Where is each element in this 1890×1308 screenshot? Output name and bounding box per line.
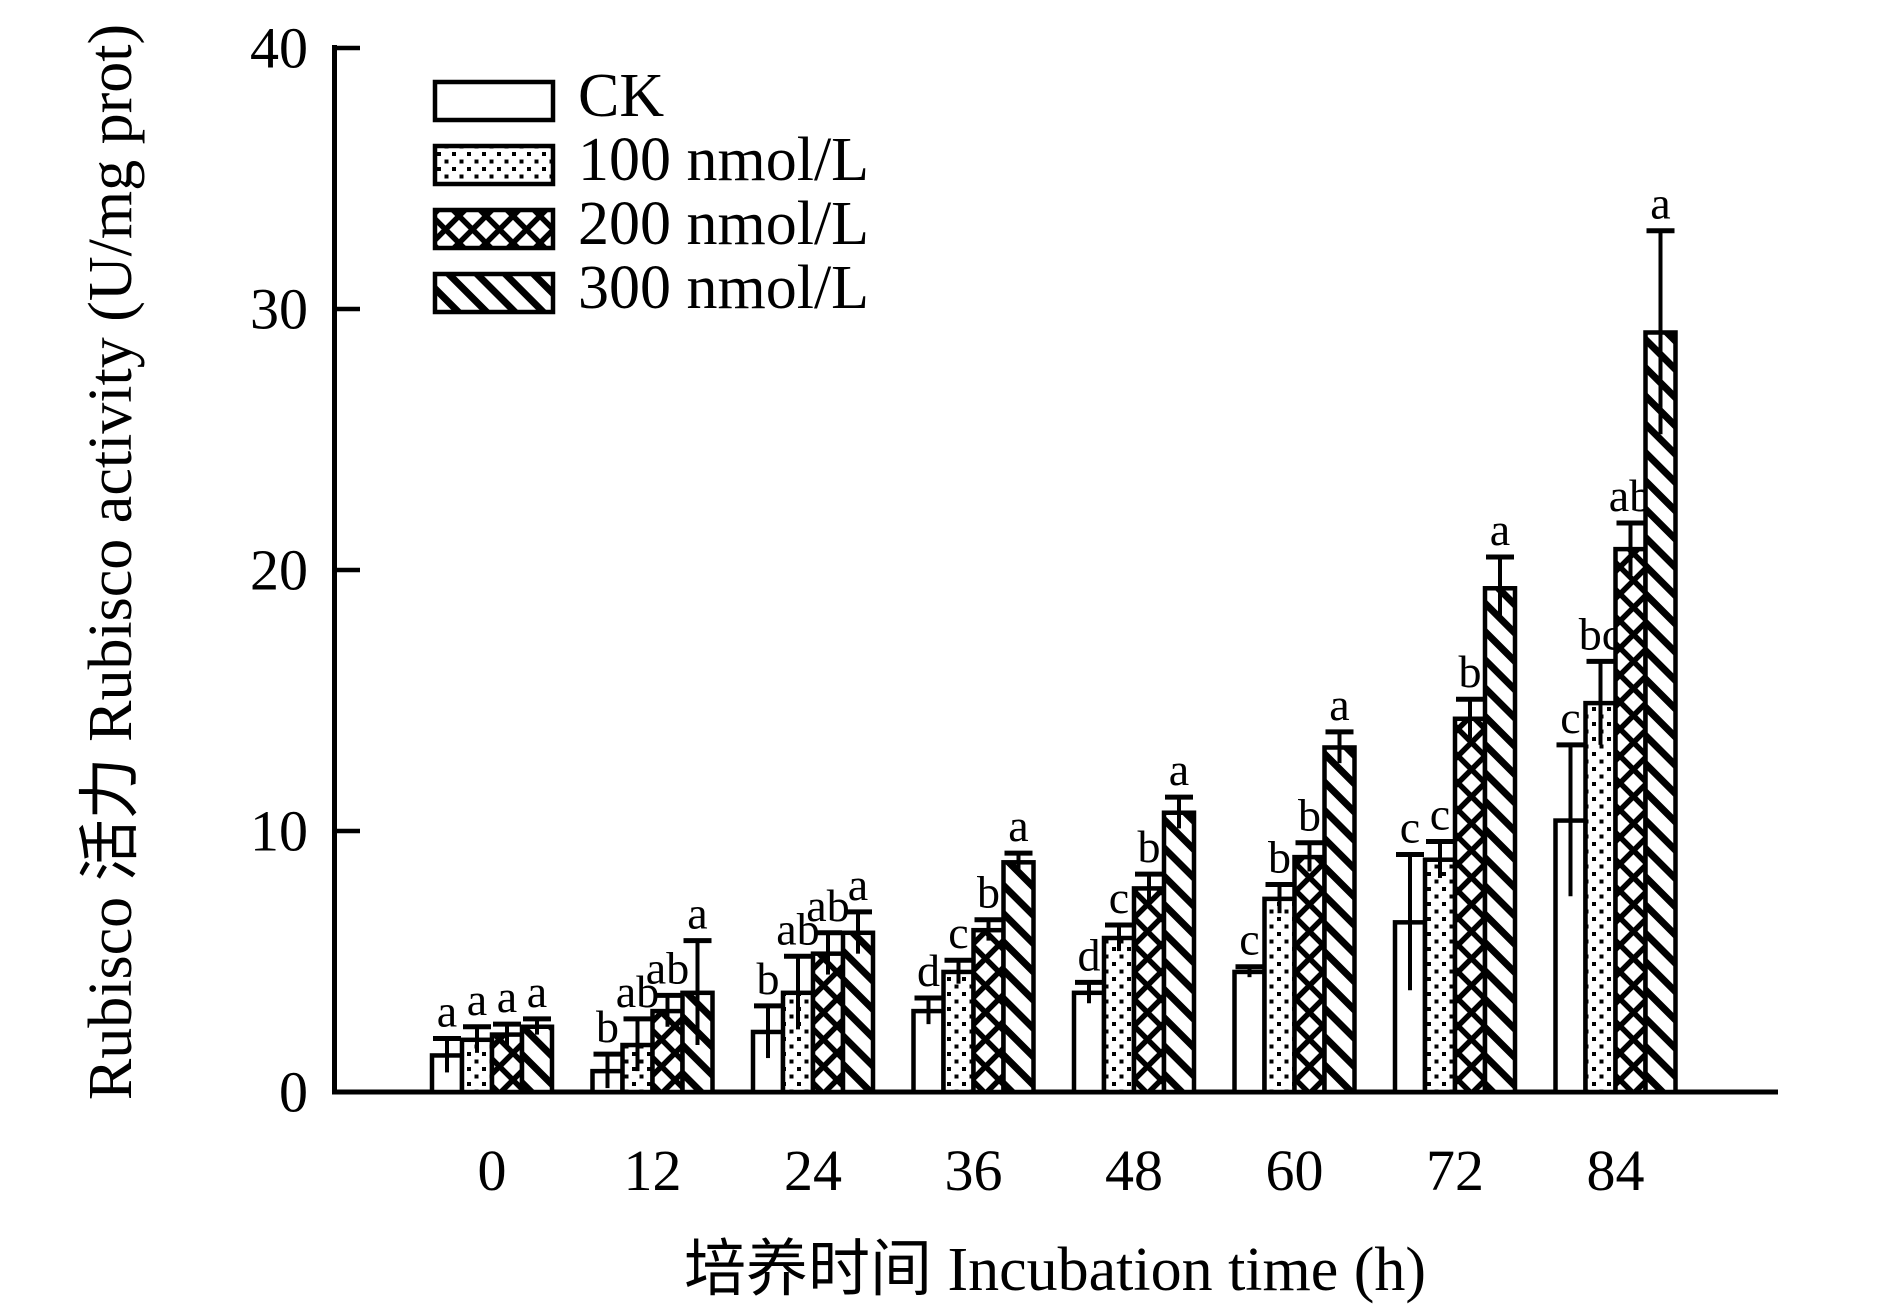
sig-letter: b (596, 1001, 619, 1052)
bar-200-nmol-l-t36 (971, 927, 1006, 1095)
y-tick-label: 0 (279, 1060, 308, 1125)
sig-letter: a (1169, 744, 1189, 795)
sig-letter: a (437, 985, 457, 1036)
legend-swatch-dots (432, 143, 556, 187)
x-tick-label: 72 (1426, 1138, 1484, 1203)
legend-swatch-diagonal-up (432, 271, 556, 315)
sig-letter: c (1109, 872, 1129, 923)
sig-letter: ab (776, 903, 819, 954)
sig-letter: c (1430, 788, 1450, 839)
bar-100-nmol-l-t36 (941, 969, 976, 1095)
bar-200-nmol-l-t72 (1452, 716, 1488, 1095)
x-tick-label: 48 (1105, 1138, 1163, 1203)
sig-letter: d (917, 945, 940, 996)
x-tick-label: 36 (945, 1138, 1003, 1203)
legend-label: 300 nmol/L (578, 254, 869, 322)
x-tick-label: 24 (784, 1138, 842, 1203)
bar-300-nmol-l-t0 (519, 1024, 555, 1095)
sig-letter: c (948, 907, 968, 958)
y-tick-label: 40 (250, 16, 308, 81)
sig-letter: d (1078, 929, 1101, 980)
y-tick-label: 10 (250, 799, 308, 864)
bar-200-nmol-l-t48 (1131, 886, 1167, 1095)
sig-letter: b (1138, 821, 1161, 872)
bar-300-nmol-l-t36 (1001, 860, 1036, 1095)
bar-100-nmol-l-t72 (1422, 857, 1458, 1095)
sig-letter: a (467, 974, 487, 1025)
y-tick-label: 30 (250, 277, 308, 342)
bar-300-nmol-l-t24 (840, 930, 876, 1095)
sig-letter: ab (806, 880, 849, 931)
sig-letter: ab (646, 942, 689, 993)
sig-letter: ab (616, 966, 659, 1017)
legend-swatch-plain-white (432, 79, 556, 123)
x-tick-label: 84 (1587, 1138, 1645, 1203)
x-tick-label: 12 (624, 1138, 682, 1203)
x-axis-title: 培养时间 Incubation time (h) (683, 1236, 1427, 1304)
bar-100-nmol-l-t84 (1583, 700, 1618, 1095)
y-axis-title: Rubisco 活力 Rubisco activity (U/mg prot) (77, 23, 145, 1101)
bar-200-nmol-l-t60 (1292, 854, 1327, 1095)
legend-label: CK (578, 62, 664, 130)
bar-200-nmol-l-t84 (1613, 546, 1648, 1095)
x-tick-label: 0 (478, 1138, 507, 1203)
bar-100-nmol-l-t60 (1262, 896, 1297, 1095)
legend-swatch-crosshatch (432, 207, 556, 251)
sig-letter: b (757, 953, 780, 1004)
bar-ck-t60 (1232, 969, 1267, 1095)
sig-letter: a (1650, 178, 1670, 229)
sig-letter: c (1239, 914, 1259, 965)
legend-label: 100 nmol/L (578, 126, 869, 194)
bar-100-nmol-l-t48 (1101, 935, 1137, 1095)
sig-letter: b (1268, 832, 1291, 883)
sig-letter: b (1298, 790, 1321, 841)
sig-letter: a (1329, 679, 1349, 730)
sig-letter: a (527, 966, 547, 1017)
sig-letter: a (1490, 504, 1510, 555)
bar-300-nmol-l-t84 (1643, 330, 1678, 1095)
bar-ck-t48 (1071, 990, 1107, 1095)
bar-300-nmol-l-t72 (1482, 586, 1518, 1095)
sig-letter: a (687, 888, 707, 939)
bar-300-nmol-l-t60 (1322, 745, 1357, 1095)
y-tick-label: 20 (250, 538, 308, 603)
sig-letter: c (1560, 692, 1580, 743)
sig-letter: a (497, 971, 517, 1022)
sig-letter: c (1400, 801, 1420, 852)
legend-label: 200 nmol/L (578, 190, 869, 258)
sig-letter: b (1459, 646, 1482, 697)
x-tick-label: 60 (1266, 1138, 1324, 1203)
sig-letter: a (1008, 800, 1028, 851)
sig-letter: a (848, 859, 868, 910)
bar-300-nmol-l-t48 (1161, 810, 1197, 1095)
sig-letter: b (977, 867, 1000, 918)
